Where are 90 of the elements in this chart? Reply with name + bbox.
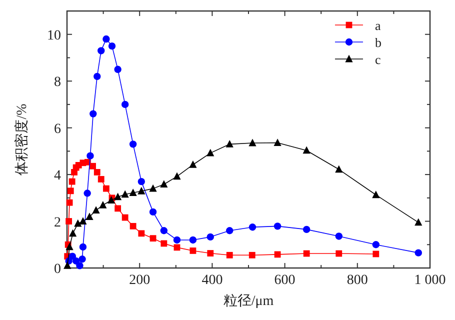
point [98, 47, 105, 54]
point [206, 148, 214, 156]
point [103, 185, 110, 192]
point [173, 172, 181, 180]
point [68, 178, 76, 185]
point [74, 219, 82, 227]
x-tick-label: 1 000 [414, 273, 446, 288]
point [114, 205, 122, 212]
point [114, 192, 122, 200]
point [174, 244, 180, 251]
point [122, 214, 128, 221]
legend-label: b [375, 35, 382, 50]
point [414, 218, 422, 226]
legend-label: c [375, 52, 381, 67]
point [98, 176, 104, 182]
point [99, 200, 107, 208]
point [248, 138, 256, 146]
point [114, 66, 122, 74]
point [226, 252, 233, 258]
x-tick-label: 600 [274, 273, 296, 288]
point [138, 186, 146, 194]
point [226, 140, 234, 148]
point [90, 162, 96, 170]
x-tick-label: 200 [129, 273, 150, 288]
point [129, 140, 137, 148]
point [64, 261, 72, 269]
point [274, 251, 281, 258]
point [274, 222, 282, 230]
point [173, 236, 181, 244]
point [84, 190, 91, 197]
point [66, 242, 74, 250]
y-tick-label: 8 [54, 75, 61, 90]
point [160, 180, 168, 188]
point [150, 235, 156, 242]
point [108, 42, 116, 50]
point [130, 222, 136, 230]
point [149, 208, 157, 216]
point [90, 110, 97, 118]
point [160, 227, 168, 234]
y-tick-label: 0 [54, 262, 61, 277]
point [86, 212, 94, 220]
point [189, 160, 197, 168]
point [335, 232, 342, 240]
point [302, 146, 310, 154]
x-tick-label: 400 [202, 273, 223, 288]
point [206, 233, 214, 241]
point [94, 169, 100, 176]
point [372, 250, 380, 258]
legend-label: a [375, 18, 381, 33]
point [76, 262, 84, 270]
point [68, 252, 76, 260]
point [138, 178, 146, 186]
point [336, 250, 342, 257]
point [79, 243, 87, 251]
point [149, 184, 157, 192]
point [69, 229, 77, 237]
point [190, 248, 196, 254]
x-axis-title: 粒径/μm [223, 293, 274, 309]
point [189, 236, 197, 244]
point [248, 224, 256, 231]
point [129, 188, 137, 196]
point [121, 100, 129, 108]
point [302, 226, 310, 234]
point [274, 138, 282, 146]
y-axis-title: 体积密度/% [14, 103, 30, 176]
point [207, 250, 214, 256]
point [226, 227, 234, 234]
point [303, 250, 310, 257]
point [335, 165, 343, 173]
point [414, 249, 422, 256]
point [66, 218, 72, 224]
x-tick-label: 800 [346, 273, 368, 288]
point [94, 72, 101, 80]
y-tick-label: 4 [54, 168, 61, 184]
point [78, 256, 86, 263]
point [67, 188, 74, 194]
point [248, 252, 256, 258]
point [79, 217, 87, 224]
point [121, 190, 129, 198]
y-tick-label: 6 [54, 122, 61, 137]
point [102, 35, 110, 43]
point [92, 206, 100, 214]
point [66, 199, 73, 206]
y-tick-label: 10 [47, 28, 61, 44]
y-tick-label: 2 [54, 215, 61, 230]
point [372, 241, 380, 248]
point [372, 190, 380, 198]
point [86, 152, 94, 160]
point [138, 230, 145, 237]
point [160, 240, 168, 247]
